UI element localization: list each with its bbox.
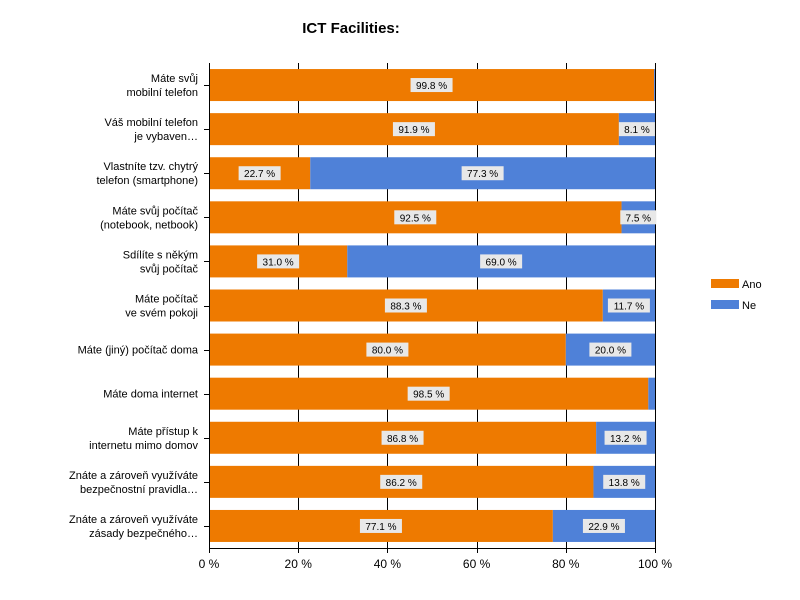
data-label: 80.0 % — [372, 346, 403, 357]
data-label-bg — [410, 78, 453, 93]
legend-swatch-ano — [711, 279, 739, 288]
data-label-bg — [620, 210, 657, 225]
data-label: 88.3 % — [390, 302, 421, 313]
category-label: telefon (smartphone) — [97, 175, 199, 187]
category-label: zásady bezpečného… — [89, 528, 198, 540]
data-label-bg — [257, 254, 300, 269]
data-label: 22.9 % — [588, 522, 619, 533]
data-label-bg — [603, 474, 646, 489]
category-label: svůj počítač — [140, 263, 199, 275]
category-label: Máte počítač — [135, 294, 198, 306]
bars — [209, 69, 655, 542]
data-label: 77.1 % — [365, 522, 396, 533]
data-label-bg — [381, 430, 424, 445]
data-label: 91.9 % — [398, 125, 429, 136]
category-label: Vlastníte tzv. chytrý — [103, 161, 198, 173]
data-label: 98.5 % — [413, 390, 444, 401]
data-label-bg — [618, 122, 655, 137]
chart-title: ICT Facilities: — [302, 20, 400, 37]
category-label: Máte (jiný) počítač doma — [78, 345, 199, 357]
data-label-bg — [394, 210, 437, 225]
data-label-bg — [589, 342, 632, 357]
data-label: 8.1 % — [624, 125, 650, 136]
data-label: 86.8 % — [387, 434, 418, 445]
category-label: Máte doma internet — [103, 389, 198, 401]
category-label: Máte svůj počítač — [112, 205, 198, 217]
x-tick-label: 40 % — [374, 557, 402, 571]
x-tick-label: 60 % — [463, 557, 491, 571]
data-label-bg — [407, 386, 450, 401]
data-label-bg — [607, 298, 650, 313]
category-label: mobilní telefon — [126, 87, 198, 99]
data-label: 20.0 % — [595, 346, 626, 357]
data-label-bg — [366, 342, 409, 357]
category-label: bezpečnostní pravidla… — [80, 484, 198, 496]
category-label: Máte přístup k — [128, 426, 198, 438]
data-label-bg — [384, 298, 427, 313]
data-label-bg — [604, 430, 647, 445]
data-label-bg — [238, 166, 281, 181]
data-label: 13.2 % — [610, 434, 641, 445]
data-label-bg — [359, 518, 402, 533]
x-tick-label: 20 % — [285, 557, 313, 571]
data-label: 86.2 % — [386, 478, 417, 489]
x-tick-label: 100 % — [638, 557, 672, 571]
legend: Ano Ne — [711, 279, 762, 312]
category-label: Máte svůj — [151, 73, 198, 85]
data-label-bg — [480, 254, 523, 269]
category-label: Znáte a zároveň využíváte — [69, 470, 198, 482]
axes: 0 % 20 % 40 % 60 % 80 % 100 % Máte svůj mobilní… — [69, 63, 672, 571]
data-label: 77.3 % — [467, 169, 498, 180]
bar-ne — [648, 377, 655, 410]
data-label: 69.0 % — [486, 257, 517, 268]
data-label-bg — [392, 122, 435, 137]
data-label: 11.7 % — [614, 302, 644, 313]
data-label-bg — [461, 166, 504, 181]
data-label-bg — [582, 518, 625, 533]
x-tick-label: 0 % — [199, 557, 220, 571]
legend-label-ne: Ne — [742, 300, 756, 312]
bar-ne — [654, 69, 655, 102]
category-label: Znáte a zároveň využíváte — [69, 514, 198, 526]
category-label: Sdílíte s někým — [123, 249, 198, 261]
legend-swatch-ne — [711, 300, 739, 309]
data-label-bg — [380, 474, 423, 489]
legend-label-ano: Ano — [742, 279, 762, 291]
category-label: Váš mobilní telefon — [104, 117, 198, 129]
data-labels: 99.8 % 91.9 % 8.1 % 22.7 % 77.3 % 92.5 % 7.5 %… — [238, 78, 657, 533]
category-label: internetu mimo domov — [89, 440, 198, 452]
data-label: 7.5 % — [625, 213, 651, 224]
data-label: 31.0 % — [263, 257, 294, 268]
x-tick-label: 80 % — [552, 557, 580, 571]
data-label: 22.7 % — [244, 169, 275, 180]
data-label: 99.8 % — [416, 81, 447, 92]
data-label: 13.8 % — [609, 478, 640, 489]
category-label: ve svém pokoji — [125, 308, 198, 320]
category-label: je vybaven… — [133, 131, 198, 143]
category-label: (notebook, netbook) — [100, 219, 198, 231]
data-label: 92.5 % — [400, 213, 431, 224]
